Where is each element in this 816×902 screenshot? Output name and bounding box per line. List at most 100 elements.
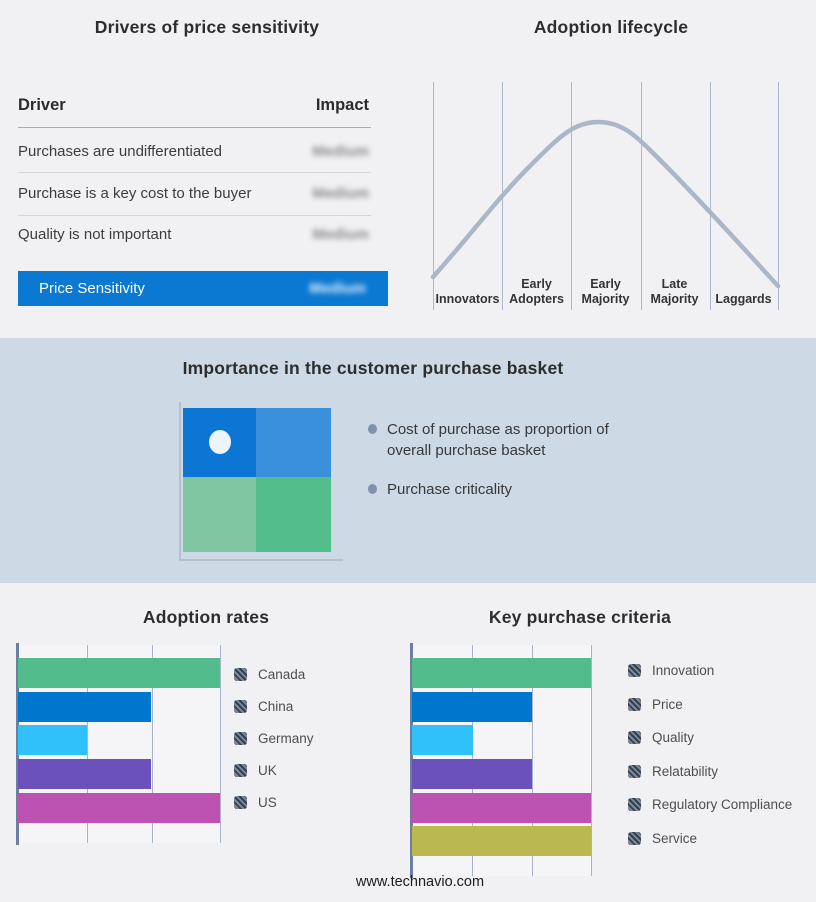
impact-cell-blurred: Medium [312, 185, 369, 202]
hatched-swatch-icon [234, 795, 247, 809]
hatched-swatch-icon [234, 699, 247, 713]
lifecycle-gridline [778, 82, 779, 310]
legend-item: Innovation [628, 654, 792, 688]
stage-label: Innovators [435, 292, 500, 307]
hatched-swatch-icon [628, 664, 641, 678]
bar-uk [18, 759, 152, 789]
bar-germany [18, 725, 87, 755]
footer-link[interactable]: www.technavio.com [355, 874, 485, 890]
bullet-text: Purchase criticality [387, 481, 513, 498]
bar-innovation [412, 658, 591, 688]
price-sensitivity-label: Price Sensitivity [39, 280, 145, 297]
legend-item: Service [628, 822, 792, 856]
gridline [220, 645, 221, 843]
bar-china [18, 692, 152, 722]
bar-service [412, 826, 591, 856]
bell-curve [430, 119, 781, 289]
bullet-item: Cost of purchase as proportion of overal… [368, 420, 638, 461]
bar-us [18, 793, 220, 823]
quadrant-bottom-left [183, 477, 256, 552]
legend-item: China [234, 690, 314, 722]
bar-canada [18, 658, 220, 688]
bar-regulatory-compliance [412, 793, 591, 823]
bar-quality [412, 725, 473, 755]
hatched-swatch-icon [628, 798, 641, 812]
adoption-rates-plot [16, 643, 221, 845]
legend-label: UK [258, 762, 277, 778]
legend-item: Relatability [628, 755, 792, 789]
adoption-rates-legend: Canada China Germany UK US [234, 658, 314, 818]
header-underline [18, 127, 371, 128]
legend-item: UK [234, 754, 314, 786]
bar-relatability [412, 759, 532, 789]
legend-label: Service [652, 830, 698, 846]
driver-column-header: Driver [18, 96, 66, 114]
impact-column-header: Impact [315, 96, 369, 114]
row-divider [18, 172, 371, 173]
hatched-swatch-icon [234, 763, 247, 777]
row-divider [18, 215, 371, 216]
lifecycle-gridline [433, 82, 434, 310]
drivers-panel-title: Drivers of price sensitivity [94, 17, 320, 37]
lifecycle-gridline [710, 82, 711, 310]
stage-label: Laggards [715, 292, 772, 307]
gridline [591, 645, 592, 876]
stage-label: Early Majority [581, 276, 630, 307]
lifecycle-gridline [571, 82, 572, 310]
hatched-swatch-icon [628, 731, 641, 745]
impact-cell-blurred: Medium [312, 226, 369, 243]
key-purchase-criteria-title: Key purchase criteria [488, 607, 672, 627]
legend-item: Regulatory Compliance [628, 788, 792, 822]
impact-cell-blurred: Medium [309, 280, 366, 297]
hatched-swatch-icon [234, 667, 247, 681]
legend-label: Price [652, 696, 683, 712]
key-purchase-criteria-plot [410, 643, 592, 878]
key-purchase-criteria-legend: Innovation Price Quality Relatability Re… [628, 654, 792, 855]
quadrant-x-axis [179, 559, 343, 561]
position-marker-dot [209, 430, 231, 454]
legend-item: Germany [234, 722, 314, 754]
price-sensitivity-highlight-row: Price Sensitivity Medium [18, 271, 388, 306]
legend-item: US [234, 786, 314, 818]
table-row: Quality is not important Medium [18, 226, 371, 250]
purchase-basket-band [0, 338, 816, 583]
legend-label: Innovation [652, 663, 715, 679]
bar-price [412, 692, 532, 722]
hatched-swatch-icon [628, 764, 641, 778]
stage-label: Late Majority [650, 276, 699, 307]
bullet-text: Cost of purchase as proportion of overal… [387, 421, 609, 459]
gridline [531, 645, 533, 876]
adoption-rates-title: Adoption rates [142, 607, 270, 627]
purchase-basket-quadrant [183, 408, 331, 552]
y-axis [16, 643, 19, 845]
y-axis [410, 643, 413, 878]
legend-label: US [258, 794, 277, 810]
lifecycle-gridline [641, 82, 642, 310]
drivers-table-header: Driver Impact [18, 96, 371, 120]
legend-item: Price [628, 688, 792, 722]
lifecycle-stage-labels: Innovators Early Adopters Early Majority… [433, 272, 778, 308]
quadrant-bottom-right [256, 477, 331, 552]
quadrant-top-right [256, 408, 331, 477]
driver-cell: Quality is not important [18, 226, 172, 243]
legend-item: Canada [234, 658, 314, 690]
hatched-swatch-icon [628, 697, 641, 711]
legend-label: Regulatory Compliance [652, 797, 793, 813]
bullet-icon [368, 424, 377, 434]
impact-cell-blurred: Medium [312, 143, 369, 160]
legend-label: Germany [258, 730, 314, 746]
hatched-swatch-icon [234, 731, 247, 745]
quadrant-y-axis [179, 402, 181, 560]
driver-cell: Purchases are undifferentiated [18, 143, 223, 160]
legend-label: Quality [652, 730, 695, 746]
legend-label: China [258, 698, 294, 714]
table-row: Purchase is a key cost to the buyer Medi… [18, 185, 371, 209]
table-row: Purchases are undifferentiated Medium [18, 143, 371, 167]
hatched-swatch-icon [628, 831, 641, 845]
legend-label: Canada [258, 666, 306, 682]
basket-panel-title: Importance in the customer purchase bask… [182, 358, 564, 378]
lifecycle-panel-title: Adoption lifecycle [533, 17, 689, 37]
gridline [151, 645, 153, 843]
gridline [87, 645, 89, 843]
